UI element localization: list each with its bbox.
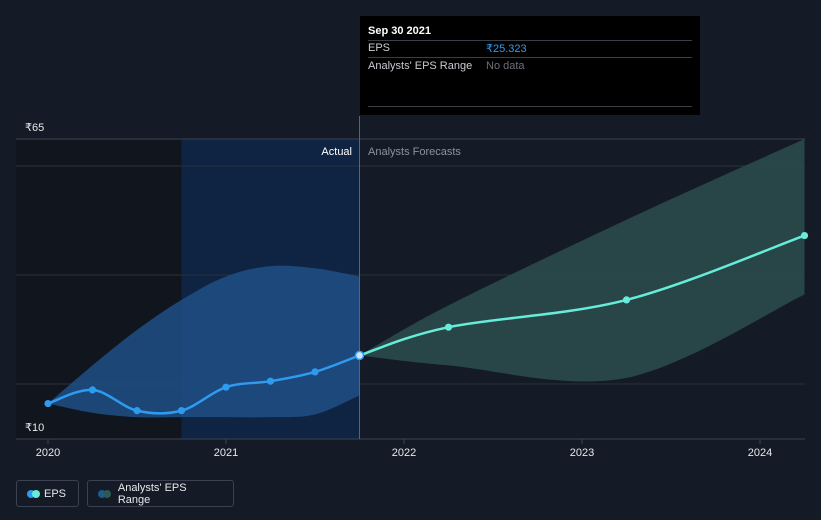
tooltip-eps-value: ₹25.323: [486, 43, 527, 55]
tooltip-range-value: No data: [486, 60, 525, 72]
y-tick-label-min: ₹10: [25, 422, 44, 434]
range-legend-icon: [98, 489, 112, 498]
eps-point[interactable]: [44, 399, 52, 408]
x-tick-label: 2021: [214, 447, 238, 459]
tooltip-divider: [368, 40, 692, 41]
eps-forecast-point[interactable]: [444, 323, 453, 331]
eps-line: [47, 354, 360, 415]
eps-point[interactable]: [177, 407, 186, 415]
actual-region-label: Actual: [321, 146, 352, 158]
eps-point[interactable]: [311, 368, 319, 376]
eps-forecast-point[interactable]: [800, 231, 809, 240]
eps-point-selected[interactable]: [354, 350, 365, 361]
legend-range-label: Analysts' EPS Range: [117, 481, 187, 506]
legend-range-toggle[interactable]: Analysts' EPS Range: [87, 480, 234, 507]
tooltip: Sep 30 2021 EPS ₹25.323 Analysts' EPS Ra…: [360, 16, 700, 115]
eps-point[interactable]: [222, 383, 230, 391]
x-tick-label: 2020: [36, 447, 60, 459]
tooltip-range-label: Analysts' EPS Range: [368, 60, 473, 72]
forecast-region-label: Analysts Forecasts: [368, 146, 461, 158]
forecast-eps-range-band: [359, 139, 805, 382]
x-tick-label: 2023: [570, 447, 594, 459]
tooltip-eps-label: EPS: [368, 42, 391, 54]
legend-eps-toggle[interactable]: EPS: [16, 480, 79, 507]
x-tick-label: 2024: [748, 447, 772, 459]
tooltip-divider: [368, 106, 692, 107]
tooltip-divider: [368, 57, 692, 58]
eps-forecast-point[interactable]: [622, 296, 631, 304]
y-tick-label-max: ₹65: [25, 122, 44, 134]
legend-eps-label: EPS: [43, 487, 66, 500]
eps-point[interactable]: [266, 377, 275, 385]
eps-forecast-line: [359, 234, 805, 357]
eps-point[interactable]: [133, 407, 141, 415]
eps-point[interactable]: [88, 386, 97, 394]
x-tick-label: 2022: [392, 447, 416, 459]
eps-legend-icon: [27, 489, 40, 498]
tooltip-date: Sep 30 2021: [368, 25, 431, 37]
